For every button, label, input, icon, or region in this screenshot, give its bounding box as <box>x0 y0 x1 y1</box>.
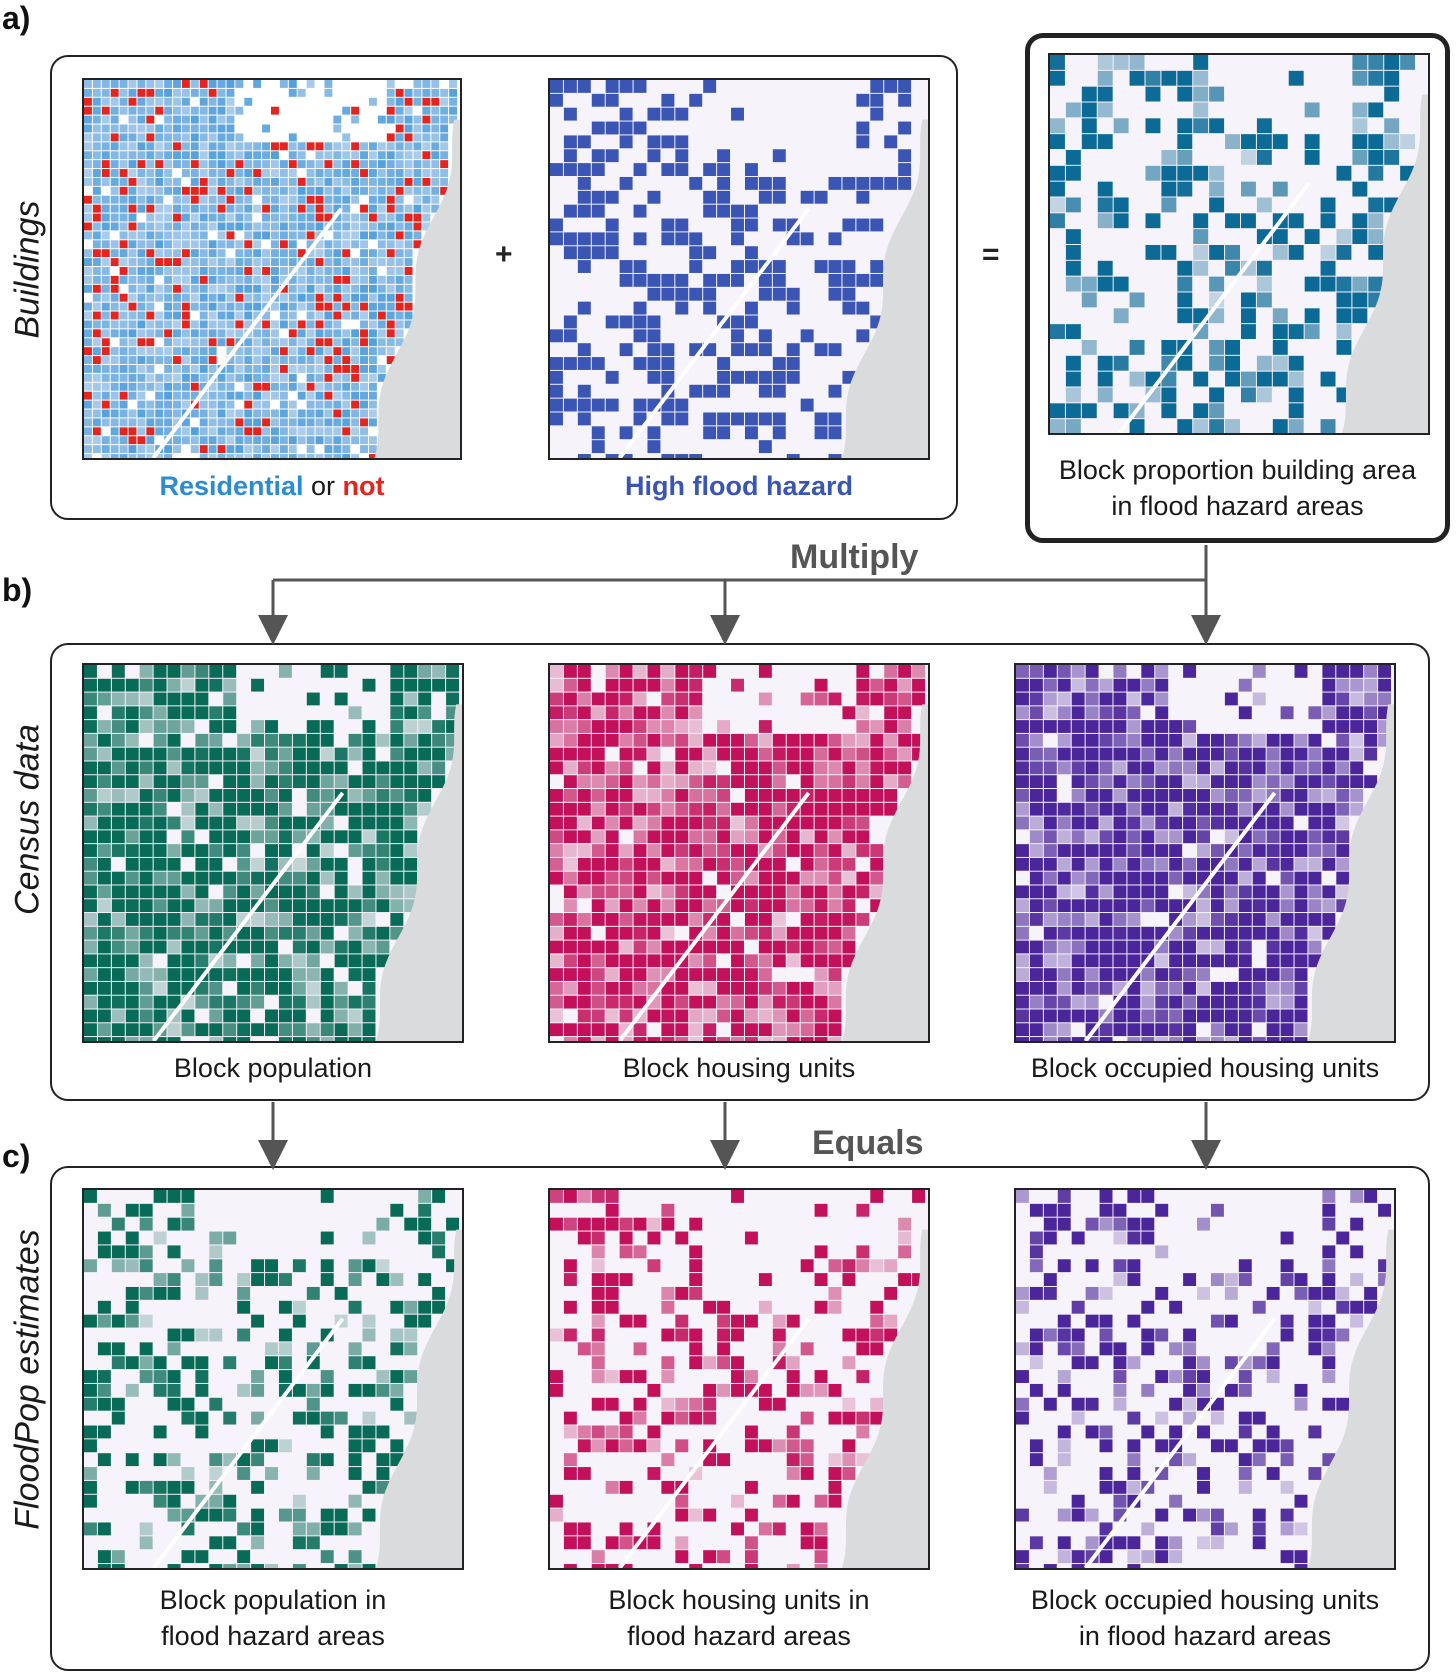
map-high-flood-hazard <box>548 78 930 460</box>
caption-block-housing: Block housing units <box>622 1053 856 1083</box>
caption-floodpop-housing-line1: Block housing units in <box>608 1585 870 1615</box>
caption-residential-or-not: Residential or not <box>82 468 462 504</box>
caption-floodpop-population-line2: flood hazard areas <box>161 1621 385 1651</box>
caption-floodpop-occupied: Block occupied housing units in flood haz… <box>1000 1582 1410 1654</box>
map-block-proportion <box>1048 53 1430 435</box>
caption-floodpop-housing-line2: flood hazard areas <box>627 1621 851 1651</box>
panel-letter-b: b) <box>2 572 33 608</box>
map-floodpop-population <box>82 1188 464 1570</box>
panel-letter-c: c) <box>2 1138 31 1174</box>
caption-residential: Residential <box>159 471 304 501</box>
caption-floodpop-population-line1: Block population in <box>159 1585 387 1615</box>
plus-operator: + <box>495 238 513 271</box>
caption-floodpop-occupied-line1: Block occupied housing units <box>1030 1585 1380 1615</box>
map-floodpop-housing <box>548 1188 930 1570</box>
caption-floodpop-occupied-line2: in flood hazard areas <box>1078 1621 1332 1651</box>
map-block-population <box>82 663 464 1043</box>
row-label-floodpop: FloodPop estimates <box>8 1229 47 1530</box>
map-buildings-residential <box>82 78 462 460</box>
map-block-housing <box>548 663 930 1043</box>
caption-block-occupied: Block occupied housing units <box>1030 1053 1380 1083</box>
caption-block-proportion-line1: Block proportion building area <box>1058 455 1417 485</box>
caption-high-flood-hazard: High flood hazard <box>625 471 853 501</box>
map-block-occupied <box>1014 663 1396 1043</box>
panel-letter-a: a) <box>2 0 31 36</box>
equals-label: Equals <box>812 1124 924 1162</box>
caption-or: or <box>303 471 343 501</box>
row-label-census: Census data <box>8 724 47 915</box>
map-floodpop-occupied <box>1014 1188 1396 1570</box>
caption-floodpop-population: Block population in flood hazard areas <box>82 1582 464 1654</box>
caption-floodpop-housing: Block housing units in flood hazard areas <box>548 1582 930 1654</box>
caption-block-proportion-line2: in flood hazard areas <box>1111 491 1364 521</box>
multiply-label: Multiply <box>790 538 919 576</box>
caption-not: not <box>342 471 385 501</box>
equals-operator: = <box>982 238 1000 271</box>
row-label-buildings: Buildings <box>8 200 47 339</box>
caption-block-proportion: Block proportion building area in flood h… <box>1035 452 1440 524</box>
caption-block-population: Block population <box>173 1053 373 1083</box>
